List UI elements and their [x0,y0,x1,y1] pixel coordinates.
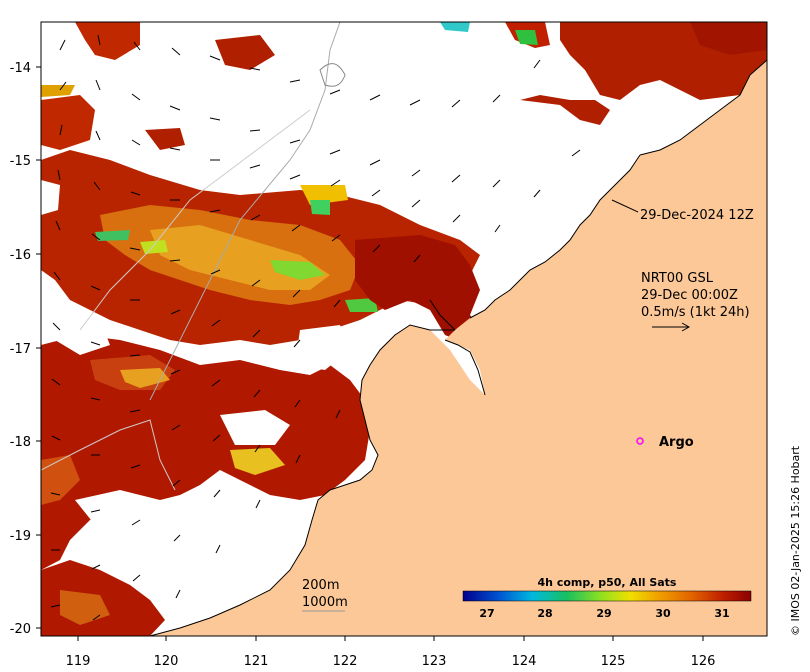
isobath-shallow-label: 200m [302,578,339,593]
lat-label-20: -20 [10,622,31,637]
lat-label-19: -19 [10,529,31,544]
isobath-deep-label: 1000m [302,595,348,610]
colorbar [462,590,752,602]
plot-frame [40,21,768,637]
model-label: NRT00 GSL [641,271,714,286]
track-pointer [611,199,639,213]
lat-label-15: -15 [10,154,31,169]
credit-label: © IMOS 02-Jan-2025 15:26 Hobart [789,445,802,636]
colorbar-title: 4h comp, p50, All Sats [538,576,677,589]
scale-arrow-icon [652,322,691,332]
lat-label-18: -18 [10,435,31,450]
colorbar-tick-29: 29 [596,607,611,620]
current-vectors [50,34,581,621]
lon-label-121: 121 [244,654,269,669]
lat-label-16: -16 [10,248,31,263]
current-scale-label: 0.5m/s (1kt 24h) [641,305,750,320]
lon-label-126: 126 [691,654,716,669]
lon-label-122: 122 [333,654,358,669]
land-mass [150,60,767,636]
lon-label-125: 125 [601,654,626,669]
colorbar-tick-30: 30 [655,607,671,620]
lat-label-14: -14 [10,61,31,76]
sst-field [41,22,767,636]
colorbar-tick-31: 31 [714,607,729,620]
lon-label-123: 123 [422,654,447,669]
longitude-axis: 119 120 121 122 123 124 125 126 [66,636,716,669]
lat-label-17: -17 [10,342,31,357]
lon-label-119: 119 [66,654,91,669]
lon-label-120: 120 [154,654,179,669]
colorbar-tick-28: 28 [537,607,552,620]
lon-label-124: 124 [512,654,537,669]
model-time-label: 29-Dec 00:00Z [641,288,738,303]
argo-label: Argo [659,435,694,450]
argo-marker-icon [636,437,644,445]
colorbar-tick-27: 27 [479,607,494,620]
track-date-label: 29-Dec-2024 12Z [640,208,754,223]
latitude-axis: -14 -15 -16 -17 -18 -19 -20 [10,61,41,637]
